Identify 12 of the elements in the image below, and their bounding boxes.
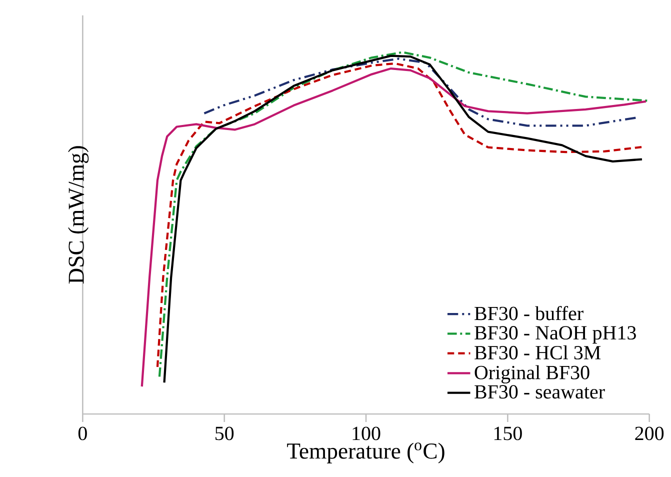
legend-label: BF30 - NaOH pH13 xyxy=(474,326,636,344)
legend-label: BF30 - buffer xyxy=(474,306,584,320)
legend-label: BF30 - seawater xyxy=(474,385,605,399)
legend-label: BF30 - HCl 3M xyxy=(474,345,601,360)
x-axis-title: Temperature ($^{o}$C) xyxy=(287,442,444,464)
x-tick-label: 50 xyxy=(216,426,234,440)
legend-label: Original BF30 xyxy=(474,365,590,384)
y-axis-title: DSC (mW/mg) xyxy=(68,146,89,284)
x-tick-label: 100 xyxy=(352,426,380,440)
x-tick-label: 0 xyxy=(78,426,87,440)
x-tick-label: 200 xyxy=(635,426,664,440)
x-tick-label: 150 xyxy=(494,426,522,440)
